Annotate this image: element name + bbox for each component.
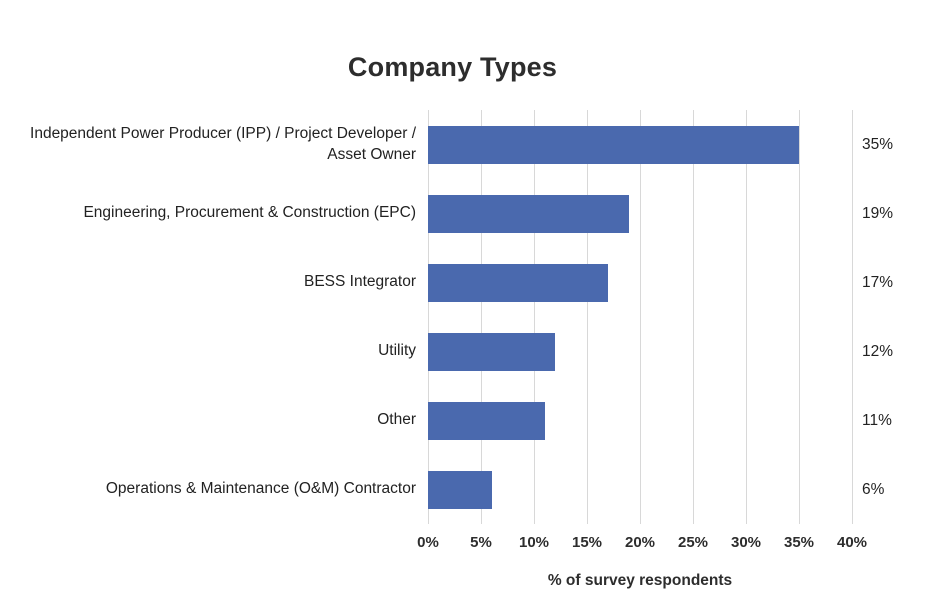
x-tick-label: 20% xyxy=(624,534,656,551)
category-label: Engineering, Procurement & Construction … xyxy=(83,204,416,222)
bar-row: Utility 12% xyxy=(0,317,937,386)
bar-row: Operations & Maintenance (O&M) Contracto… xyxy=(0,455,937,524)
x-tick-label: 30% xyxy=(730,534,762,551)
x-tick-label: 15% xyxy=(571,534,603,551)
x-tick-label: 35% xyxy=(783,534,815,551)
x-tick-label: 10% xyxy=(518,534,550,551)
bar xyxy=(428,470,492,509)
bar-rows: Independent Power Producer (IPP) / Proje… xyxy=(0,110,937,524)
bar-track xyxy=(428,470,852,509)
x-tick-label: 5% xyxy=(470,534,492,551)
gridline xyxy=(534,110,535,524)
gridline xyxy=(746,110,747,524)
bar-row: BESS Integrator 17% xyxy=(0,248,937,317)
bar-track xyxy=(428,401,852,440)
gridline xyxy=(799,110,800,524)
category-label: BESS Integrator xyxy=(303,273,416,291)
value-label: 6% xyxy=(862,480,885,498)
gridline xyxy=(428,110,429,524)
gridline xyxy=(587,110,588,524)
bar-track xyxy=(428,194,852,233)
x-tick-label: 0% xyxy=(417,534,439,551)
category-label: Other xyxy=(377,411,416,429)
bar xyxy=(428,125,799,164)
value-label: 19% xyxy=(862,204,894,222)
value-label: 35% xyxy=(862,135,894,153)
value-label: 11% xyxy=(862,411,892,429)
bar-row: Engineering, Procurement & Construction … xyxy=(0,179,937,248)
category-label: Independent Power Producer (IPP) / Proje… xyxy=(30,124,416,163)
bar xyxy=(428,332,556,371)
gridline xyxy=(693,110,694,524)
value-label: 12% xyxy=(862,342,894,360)
gridline xyxy=(481,110,482,524)
x-tick-label: 25% xyxy=(677,534,709,551)
bar-track xyxy=(428,263,852,302)
bar xyxy=(428,263,609,302)
bar-track xyxy=(428,125,852,164)
x-axis: 0% 5% 10% 15% 20% 25% 30% 35% 40% xyxy=(417,534,867,556)
x-axis-label: % of survey respondents xyxy=(547,572,733,589)
chart-title: Company Types xyxy=(347,52,558,82)
bar xyxy=(428,401,545,440)
bar xyxy=(428,194,630,233)
category-label: Operations & Maintenance (O&M) Contracto… xyxy=(105,480,416,498)
category-label: Utility xyxy=(378,342,416,360)
x-tick-label: 40% xyxy=(836,534,868,551)
bar-track xyxy=(428,332,852,371)
gridline xyxy=(852,110,853,524)
gridline xyxy=(640,110,641,524)
bar-row: Other 11% xyxy=(0,386,937,455)
gridlines xyxy=(428,110,853,524)
bar-row: Independent Power Producer (IPP) / Proje… xyxy=(0,110,937,179)
value-label: 17% xyxy=(862,273,894,291)
